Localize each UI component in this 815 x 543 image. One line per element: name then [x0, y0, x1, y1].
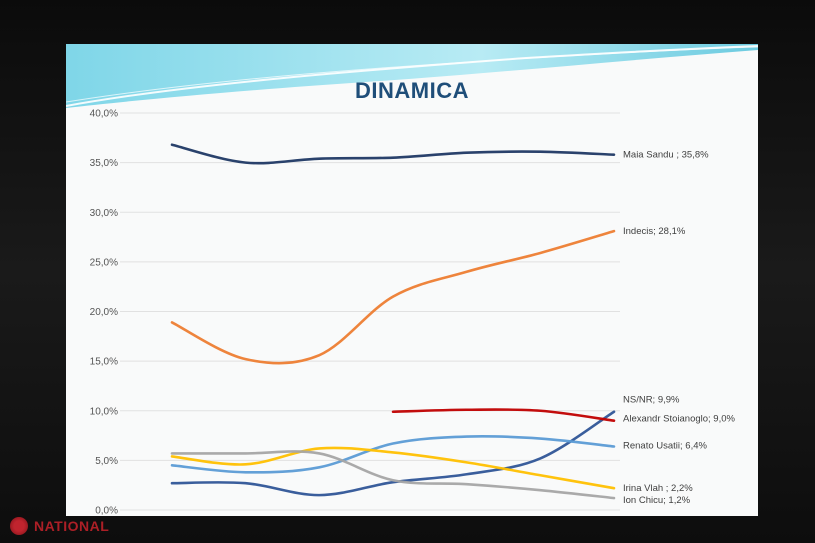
series-line-ion-chicu: [170, 450, 616, 500]
y-tick-label: 10,0%: [90, 406, 118, 417]
slide-header-wave: [66, 44, 758, 108]
channel-logo: NATIONAL: [10, 514, 109, 538]
logo-text: NATIONAL: [34, 518, 110, 534]
y-tick-label: 40,0%: [90, 109, 118, 120]
data-label-indecis: Indecis; 28,1%: [623, 226, 686, 237]
data-label-ns-nr: NS/NR; 9,9%: [623, 395, 680, 406]
series-line-irina-vlah: [170, 446, 616, 490]
data-label-renato-usatii: Renato Usatii; 6,4%: [623, 440, 708, 451]
series-line-alexandr-stoianoglo: [391, 408, 616, 422]
y-tick-label: 30,0%: [90, 208, 118, 219]
series-line-indecis: [170, 229, 616, 365]
y-tick-label: 35,0%: [90, 158, 118, 169]
slide-title: DINAMICA: [355, 78, 469, 103]
series-line-ns-nr: [170, 410, 616, 497]
series-line-maia-sandu: [170, 143, 616, 165]
logo-mark-icon: [10, 517, 28, 535]
y-tick-label: 5,0%: [95, 456, 118, 467]
data-label-irina-vlah: Irina Vlah ; 2,2%: [623, 483, 693, 494]
data-label-alexandr-stoianoglo: Alexandr Stoianoglo; 9,0%: [623, 414, 736, 425]
y-tick-label: 20,0%: [90, 307, 118, 318]
y-tick-label: 25,0%: [90, 257, 118, 268]
data-label-maia-sandu: Maia Sandu ; 35,8%: [623, 150, 709, 161]
y-tick-label: 15,0%: [90, 357, 118, 368]
y-tick-label: 0,0%: [95, 506, 118, 517]
slide: DINAMICA: [66, 44, 758, 516]
data-label-ion-chicu: Ion Chicu; 1,2%: [623, 495, 691, 506]
series-line-renato-usatii: [170, 434, 616, 474]
